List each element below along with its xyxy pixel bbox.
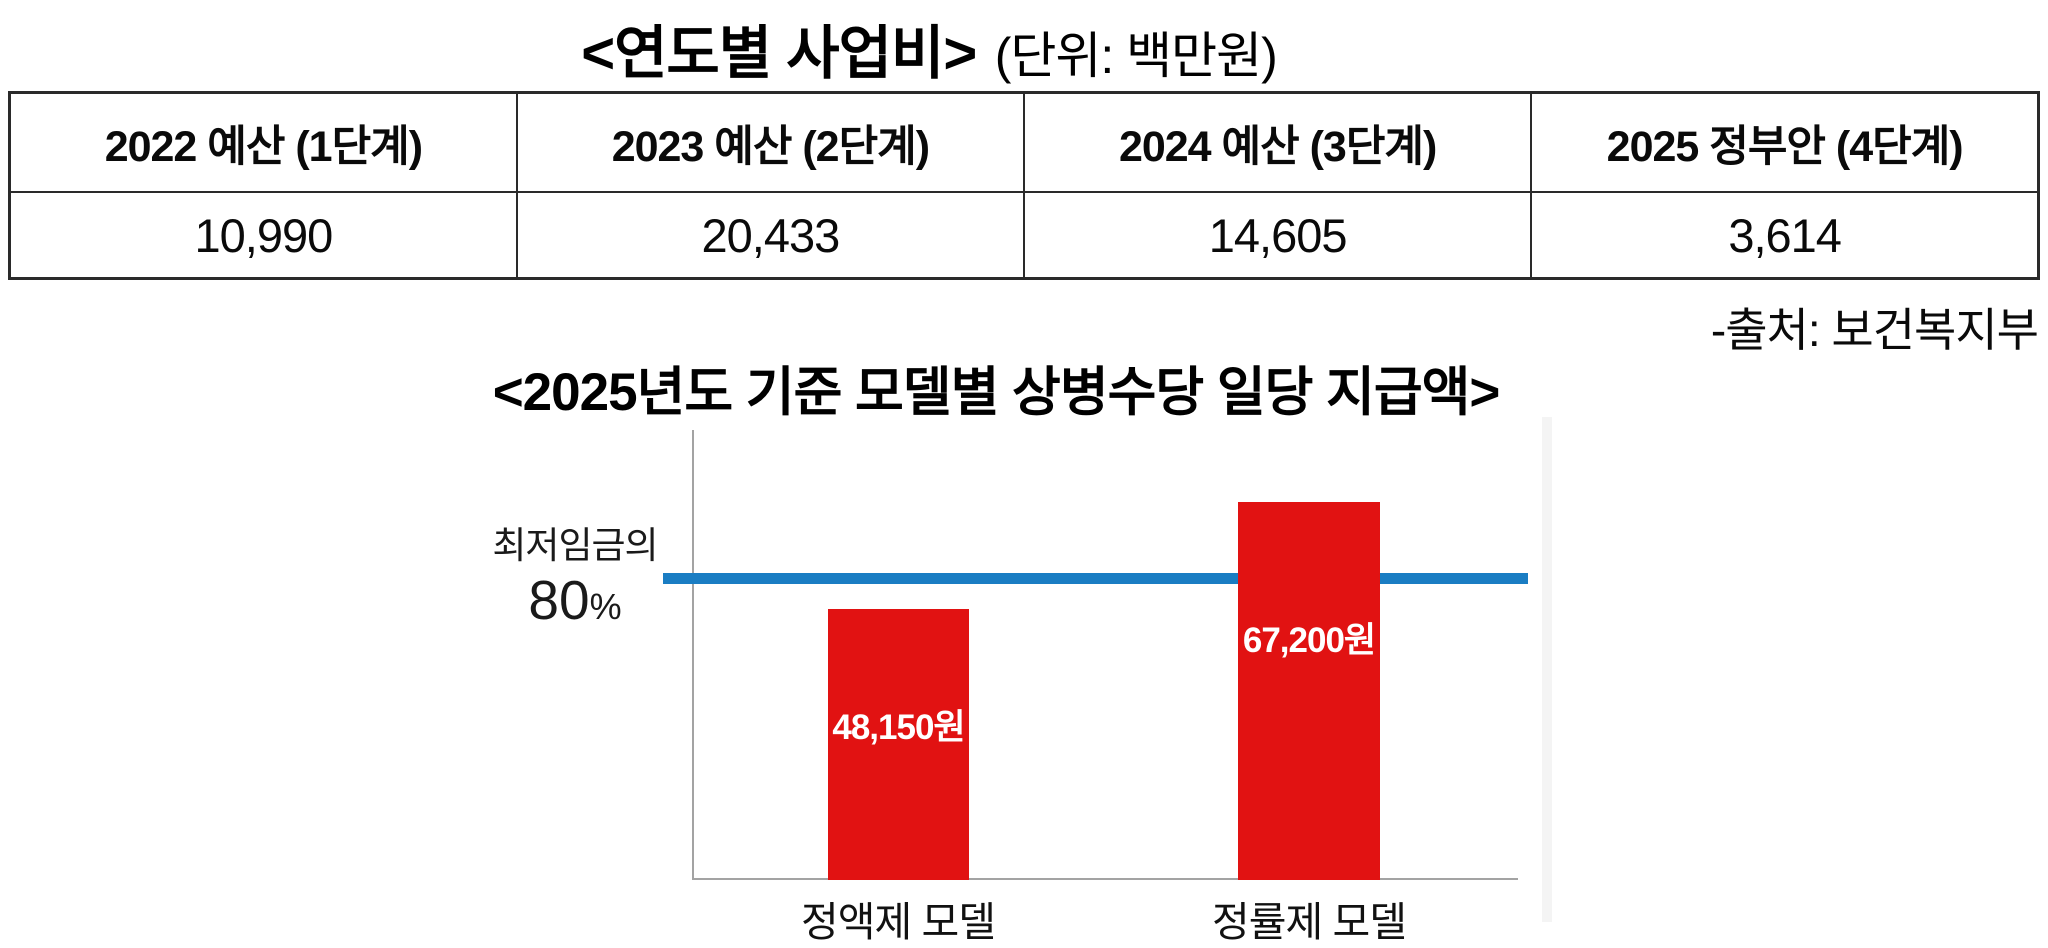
x-axis-line [692, 878, 1518, 880]
reference-line-label: 최저임금의 80% [455, 524, 695, 633]
table-value-cell: 14,605 [1022, 191, 1533, 280]
reference-label-line2: 80% [455, 568, 695, 633]
reference-label-line1: 최저임금의 [492, 525, 658, 566]
reference-label-percent: % [589, 585, 622, 627]
plot-right-border-line [1542, 417, 1552, 922]
bar-value-label: 48,150원 [832, 708, 965, 747]
table-header-cell: 2022 예산 (1단계) [8, 91, 518, 193]
reference-label-80: 80 [528, 568, 590, 631]
table-row: 10,990 20,433 14,605 3,614 [8, 191, 2040, 280]
table-value-cell: 20,433 [515, 191, 1026, 280]
bar [1238, 502, 1380, 880]
table-header-cell: 2025 정부안 (4단계) [1530, 91, 2040, 193]
table-unit-note: (단위: 백만원) [994, 28, 1278, 84]
reference-line [663, 573, 1528, 584]
category-label: 정액제 모델 [801, 899, 996, 945]
bar-value-label: 67,200원 [1242, 621, 1376, 660]
table-value-cell: 10,990 [8, 191, 518, 280]
chart-title: <2025년도 기준 모델별 상병수당 일당 지급액> [492, 363, 1501, 422]
budget-table: 2022 예산 (1단계) 2023 예산 (2단계) 2024 예산 (3단계… [8, 91, 2040, 280]
table-title: <연도별 사업비> (단위: 백만원) [0, 6, 2048, 90]
table-header-cell: 2023 예산 (2단계) [515, 91, 1026, 193]
table-header-cell: 2024 예산 (3단계) [1022, 91, 1533, 193]
y-axis-line [692, 430, 694, 880]
source-note: -출처: 보건복지부 [1710, 304, 2039, 356]
table-header-row: 2022 예산 (1단계) 2023 예산 (2단계) 2024 예산 (3단계… [8, 91, 2040, 193]
bar [828, 609, 969, 880]
table-title-text: <연도별 사업비> [581, 21, 977, 86]
category-label: 정률제 모델 [1212, 899, 1407, 945]
table-value-cell: 3,614 [1530, 191, 2040, 280]
